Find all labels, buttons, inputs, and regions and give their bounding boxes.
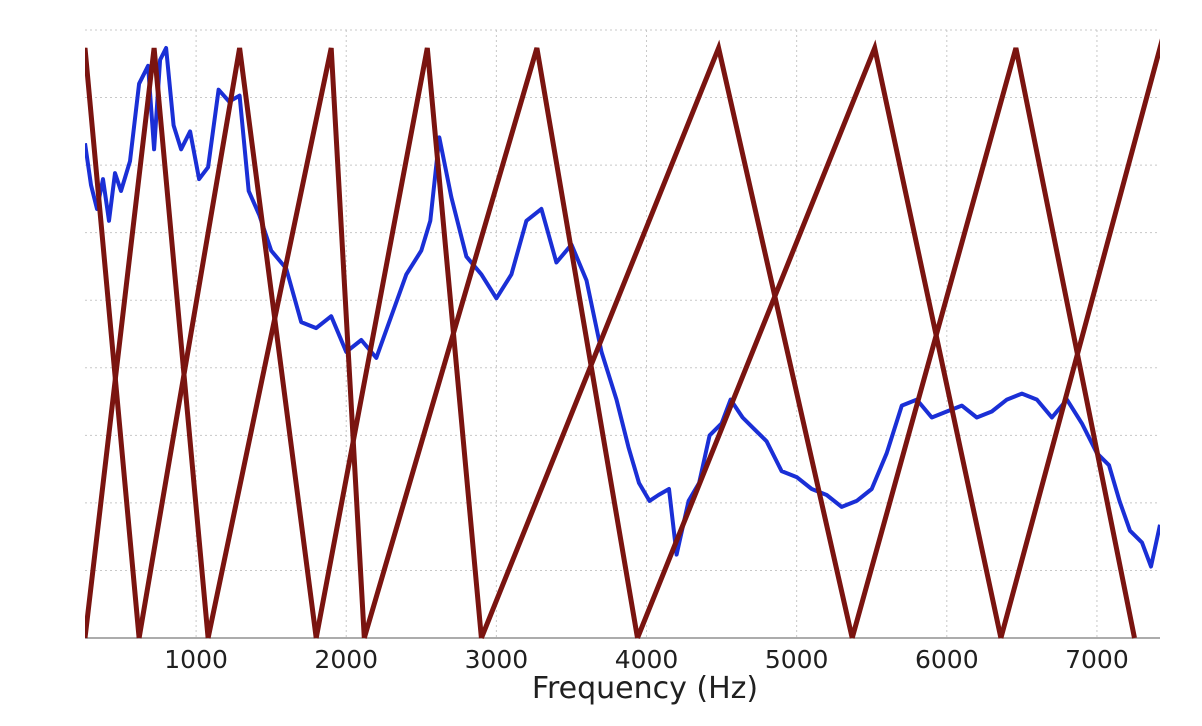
triangular-filter-6 [361,47,640,639]
x-tick-label-2000: 2000 [314,645,378,674]
x-tick-label-5000: 5000 [765,645,829,674]
triangular-filter-9 [849,47,1137,639]
filterbank-series [85,38,1160,639]
x-tick-label-4000: 4000 [615,645,679,674]
triangular-filter-7 [479,39,855,639]
x-tick-label-7000: 7000 [1065,645,1129,674]
x-tick-labels: 1000 2000 3000 4000 5000 6000 7000 [164,645,1128,674]
triangular-filter-5 [313,47,484,639]
triangular-filter-3 [136,47,319,639]
spectrum-series [85,46,1160,569]
grid-lines [85,29,1160,638]
triangular-filter-2 [85,47,211,639]
triangular-filter-8 [635,39,1004,639]
spectrum-line-0 [85,46,1160,569]
triangular-filter-1 [85,47,142,639]
x-tick-label-1000: 1000 [164,645,228,674]
x-tick-label-3000: 3000 [465,645,529,674]
x-axis-label: Frequency (Hz) [532,671,758,706]
triangular-filter-10 [998,38,1160,639]
x-tick-label-6000: 6000 [915,645,979,674]
